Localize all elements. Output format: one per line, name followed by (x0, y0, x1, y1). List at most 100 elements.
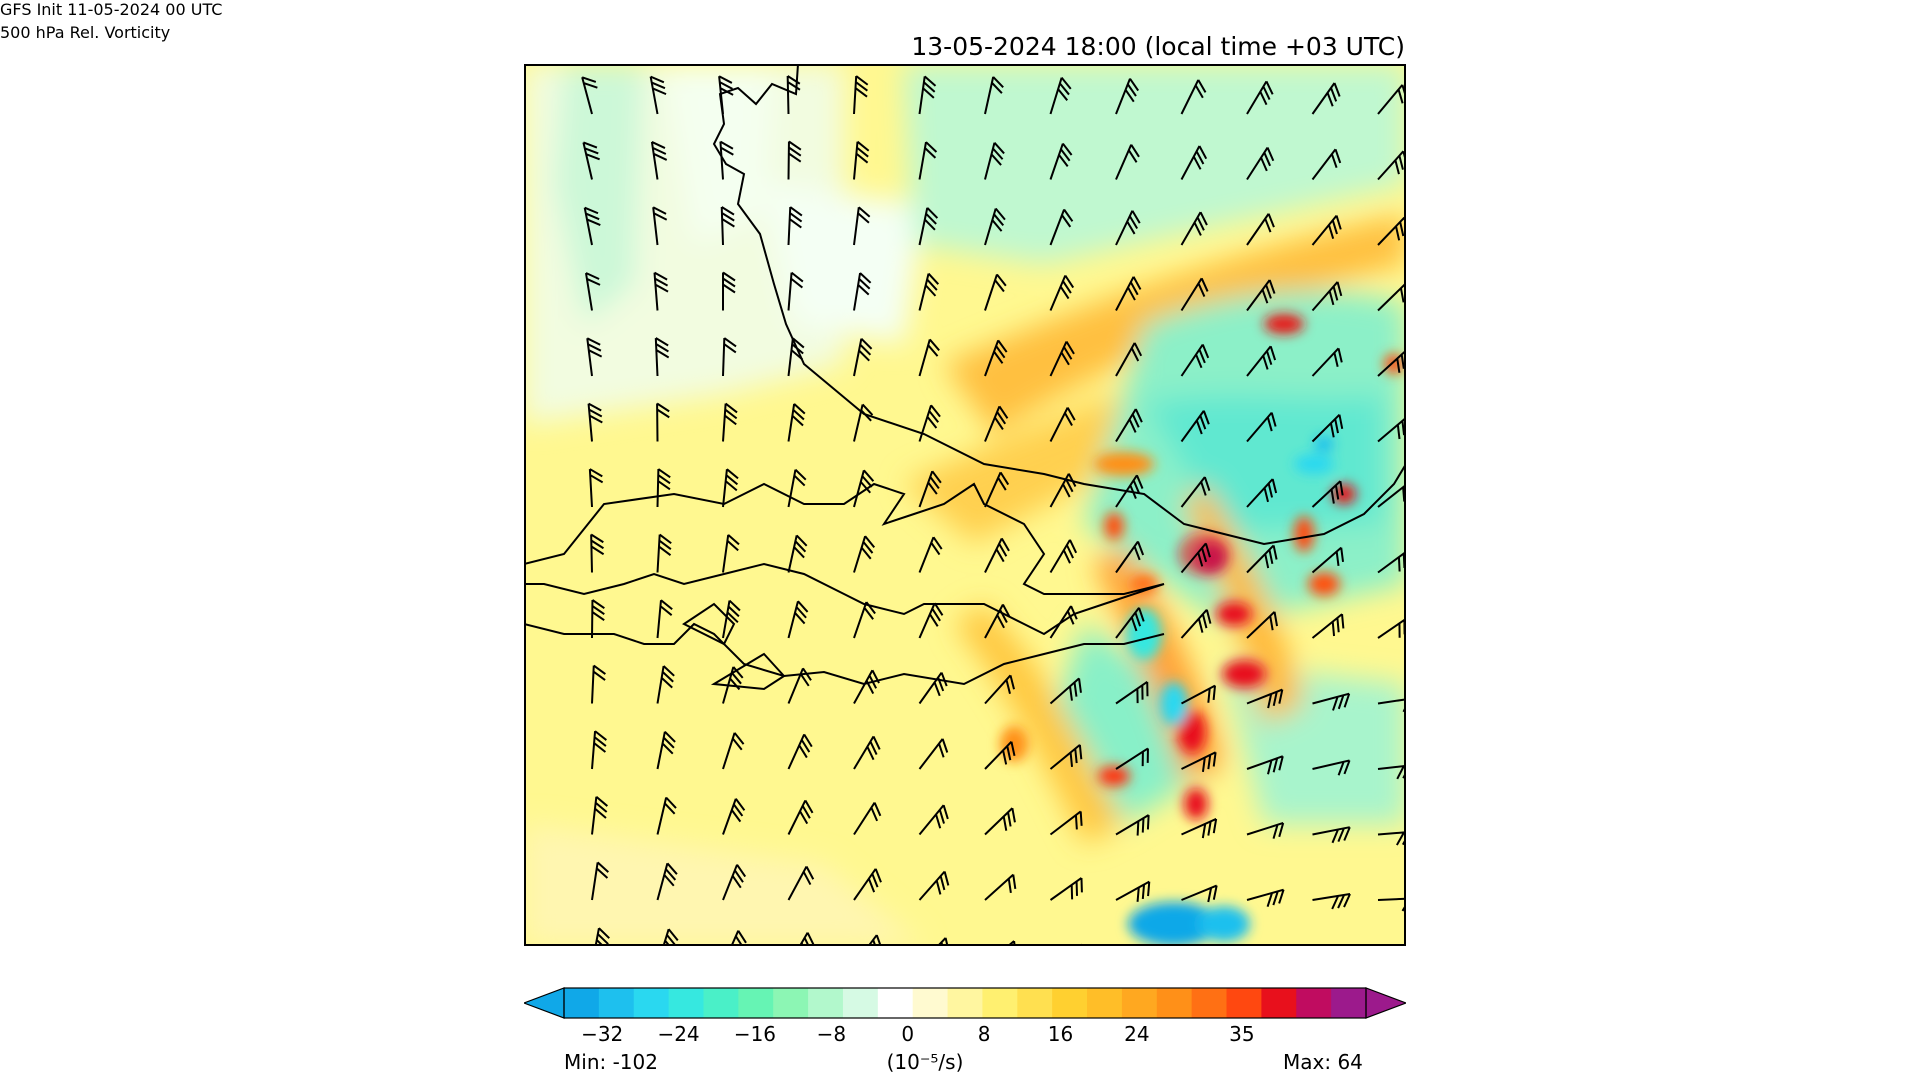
colorbar-cell (633, 988, 670, 1018)
wind-barb (1049, 677, 1082, 705)
wind-barb (1246, 279, 1276, 312)
wind-barb (1377, 763, 1406, 780)
wind-barb (787, 534, 808, 573)
wind-barb (1312, 692, 1351, 711)
wind-barb (1312, 826, 1351, 844)
wind-barb (853, 206, 871, 246)
colorbar-tick-label: −32 (581, 1022, 624, 1046)
wind-barb (1246, 345, 1277, 377)
wind-barb (787, 271, 804, 311)
wind-barb (1311, 413, 1344, 443)
wind-barb (1377, 416, 1406, 443)
wind-barb (1181, 751, 1217, 772)
wind-barb (1180, 211, 1208, 246)
wind-barb (1311, 480, 1344, 508)
wind-barb (918, 272, 940, 311)
colorbar-cell (1261, 988, 1297, 1018)
colorbar-tick-label: −16 (733, 1022, 777, 1046)
wind-barb (1246, 611, 1278, 639)
colorbar-tick-label: 16 (1047, 1022, 1074, 1046)
wind-barb (1180, 277, 1209, 312)
wind-barb (722, 271, 736, 311)
wind-barb (1181, 817, 1218, 839)
colorbar-cell (877, 988, 914, 1018)
wind-barb (1115, 210, 1141, 246)
colorbar-cell (1296, 988, 1332, 1018)
wind-barb (1049, 407, 1076, 442)
wind-barb (1246, 755, 1284, 775)
map-frame (524, 64, 1406, 946)
wind-barb (722, 534, 740, 573)
wind-barb (656, 796, 677, 835)
wind-barb (853, 403, 874, 442)
wind-barb (581, 76, 598, 115)
wind-barb (787, 733, 813, 770)
wind-barb (584, 272, 601, 311)
colorbar-cell (982, 988, 1018, 1018)
colorbar-tick-label: 35 (1229, 1022, 1255, 1046)
wind-barb (1311, 148, 1342, 181)
wind-barb (722, 930, 747, 946)
wind-barb (1311, 347, 1343, 377)
wind-barb (1246, 688, 1284, 709)
min-label: Min: -102 (564, 1050, 658, 1074)
wind-barb (918, 536, 943, 573)
wind-barb (1377, 549, 1406, 574)
wind-barb (1311, 281, 1343, 312)
wind-barb (587, 402, 603, 442)
wind-barb (656, 468, 671, 508)
wind-barb (1115, 342, 1143, 377)
wind-barb (984, 471, 1010, 508)
wind-barb (654, 337, 670, 377)
wind-barb (656, 599, 673, 639)
wind-barb (1049, 744, 1083, 770)
wind-barb (1049, 810, 1083, 836)
wind-barb (591, 927, 610, 946)
colorbar-cell (947, 988, 984, 1018)
wind-barb (1246, 822, 1285, 839)
wind-barb (586, 337, 603, 377)
wind-barb (722, 732, 745, 770)
wind-barb (1246, 544, 1278, 574)
wind-barb (1311, 613, 1345, 639)
wind-barbs (581, 75, 1406, 946)
wind-barb (722, 402, 738, 442)
colorbar-cell (808, 988, 844, 1018)
wind-barb (984, 142, 1005, 180)
wind-barb (918, 207, 939, 246)
wind-barb (787, 932, 815, 946)
valid-time-label: 13-05-2024 18:00 (local time +03 UTC) (911, 32, 1405, 61)
wind-barb (722, 798, 746, 835)
wind-barb (984, 604, 1011, 639)
colorbar-tick-label: −24 (657, 1022, 700, 1046)
wind-barb (1377, 830, 1406, 846)
wind-barb (1377, 615, 1406, 639)
wind-barb (918, 141, 938, 180)
colorbar-cell (773, 988, 809, 1018)
coastlines (524, 64, 1406, 691)
colorbar-cell (842, 988, 879, 1018)
wind-barb (652, 206, 668, 246)
colorbar-cell (1191, 988, 1228, 1018)
wind-barb (918, 602, 944, 639)
colorbar-cell (668, 988, 705, 1018)
wind-barb (1312, 892, 1351, 910)
wind-barb (1115, 408, 1143, 443)
colorbar (524, 987, 1406, 1019)
wind-barb (853, 669, 880, 704)
field-label: 500 hPa Rel. Vorticity (0, 23, 171, 42)
wind-barb (853, 272, 872, 311)
colorbar-tick-label: 0 (901, 1022, 915, 1046)
wind-barb (1115, 747, 1149, 770)
wind-barb (787, 140, 802, 180)
wind-barb (918, 338, 940, 377)
wind-barb (1115, 540, 1145, 574)
wind-barb (1115, 681, 1149, 705)
wind-barb (787, 468, 807, 508)
wind-barb (918, 671, 948, 705)
wind-barb (722, 666, 744, 704)
wind-barb (918, 738, 949, 770)
wind-barb (656, 862, 678, 901)
wind-barb (853, 735, 881, 770)
wind-barb (787, 206, 803, 246)
